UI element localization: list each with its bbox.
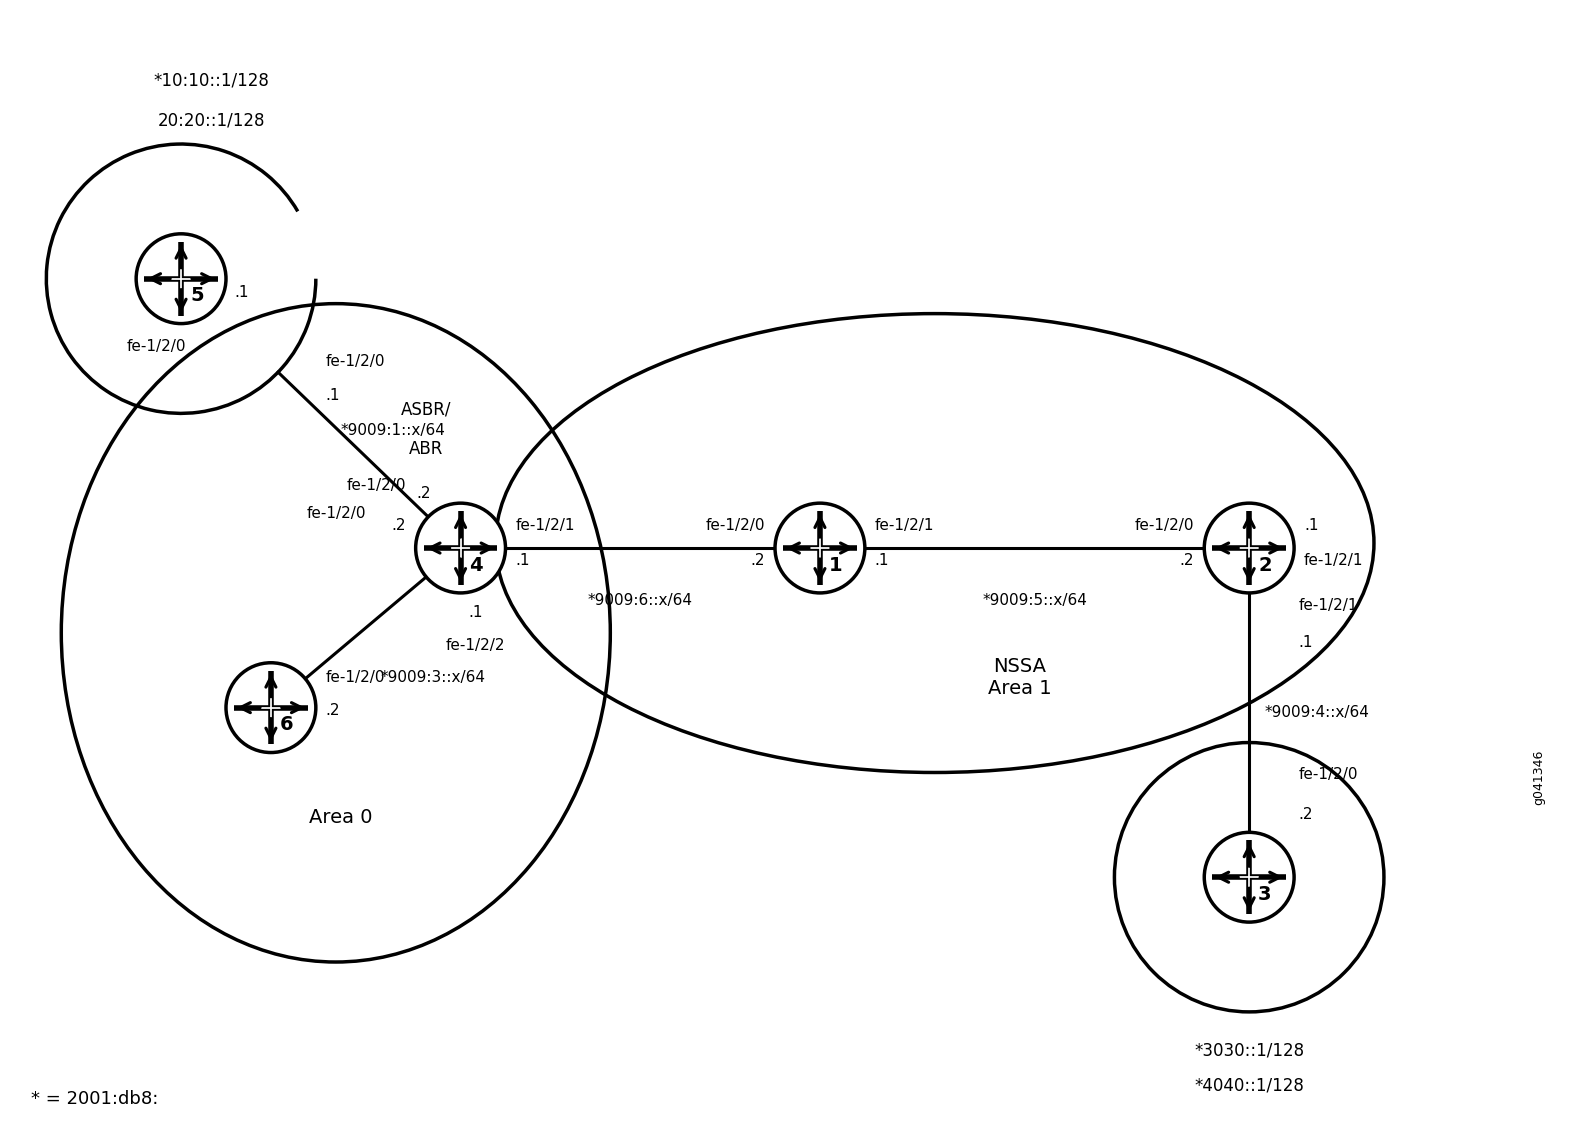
Text: 6: 6 (280, 715, 293, 734)
Text: fe-1/2/0: fe-1/2/0 (126, 338, 186, 353)
Text: fe-1/2/0: fe-1/2/0 (326, 353, 386, 369)
Text: .2: .2 (326, 703, 340, 719)
Text: .2: .2 (1180, 553, 1195, 569)
Text: .2: .2 (751, 553, 765, 569)
Text: .1: .1 (1305, 518, 1319, 534)
Text: .1: .1 (235, 284, 249, 300)
Text: fe-1/2/0: fe-1/2/0 (326, 670, 386, 685)
Text: .1: .1 (875, 553, 889, 569)
Text: ASBR/: ASBR/ (400, 400, 450, 418)
Text: fe-1/2/0: fe-1/2/0 (346, 478, 406, 493)
Text: fe-1/2/1: fe-1/2/1 (1305, 553, 1363, 569)
Text: fe-1/2/0: fe-1/2/0 (1135, 518, 1195, 534)
Text: NSSA
Area 1: NSSA Area 1 (988, 658, 1051, 698)
Text: fe-1/2/0: fe-1/2/0 (705, 518, 765, 534)
Text: .1: .1 (1299, 635, 1313, 650)
Circle shape (227, 663, 316, 752)
Text: *9009:6::x/64: *9009:6::x/64 (587, 593, 693, 608)
Text: 1: 1 (829, 556, 842, 574)
Text: *9009:3::x/64: *9009:3::x/64 (381, 670, 486, 685)
Text: .1: .1 (326, 388, 340, 404)
Text: fe-1/2/0: fe-1/2/0 (307, 505, 365, 521)
Text: .1: .1 (469, 605, 483, 620)
Text: *10:10::1/128: *10:10::1/128 (153, 71, 269, 89)
Text: .2: .2 (392, 518, 406, 534)
Text: 20:20::1/128: 20:20::1/128 (157, 111, 264, 129)
Circle shape (416, 503, 505, 593)
Text: * = 2001:db8:: * = 2001:db8: (31, 1090, 159, 1108)
Text: fe-1/2/1: fe-1/2/1 (875, 518, 935, 534)
Text: 5: 5 (190, 287, 203, 306)
Text: g041346: g041346 (1532, 750, 1546, 805)
Text: *9009:5::x/64: *9009:5::x/64 (982, 593, 1088, 608)
Circle shape (1204, 503, 1294, 593)
Text: fe-1/2/1: fe-1/2/1 (515, 518, 575, 534)
Text: 2: 2 (1258, 556, 1272, 574)
Text: fe-1/2/1: fe-1/2/1 (1299, 598, 1358, 613)
Text: .2: .2 (416, 486, 431, 501)
Circle shape (135, 233, 227, 324)
Text: .1: .1 (515, 553, 530, 569)
Text: *9009:1::x/64: *9009:1::x/64 (342, 423, 445, 439)
Text: *4040::1/128: *4040::1/128 (1195, 1077, 1305, 1095)
Text: fe-1/2/2: fe-1/2/2 (445, 637, 505, 653)
Text: 3: 3 (1258, 884, 1272, 904)
Text: Area 0: Area 0 (309, 808, 373, 827)
Circle shape (1204, 832, 1294, 922)
Text: *3030::1/128: *3030::1/128 (1195, 1042, 1305, 1060)
Text: .2: .2 (1299, 808, 1313, 822)
Circle shape (774, 503, 864, 593)
Text: fe-1/2/0: fe-1/2/0 (1299, 767, 1358, 783)
Text: 4: 4 (469, 556, 483, 574)
Text: ABR: ABR (408, 440, 442, 458)
Text: *9009:4::x/64: *9009:4::x/64 (1264, 705, 1369, 720)
